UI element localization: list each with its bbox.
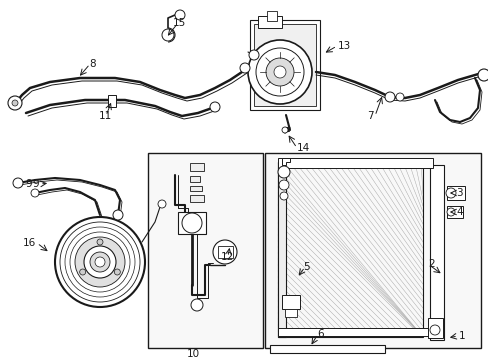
Bar bbox=[178, 212, 205, 234]
Circle shape bbox=[446, 208, 454, 216]
Circle shape bbox=[12, 100, 18, 106]
Circle shape bbox=[273, 66, 285, 78]
Circle shape bbox=[97, 239, 103, 245]
Bar bbox=[190, 195, 203, 202]
Circle shape bbox=[256, 48, 304, 96]
Circle shape bbox=[248, 50, 259, 60]
Circle shape bbox=[175, 10, 184, 20]
Text: 8: 8 bbox=[89, 59, 96, 69]
Bar bbox=[218, 246, 232, 258]
Bar bbox=[285, 309, 296, 317]
Text: 9: 9 bbox=[25, 179, 32, 189]
Circle shape bbox=[191, 299, 203, 311]
Bar bbox=[429, 165, 443, 340]
Text: 4: 4 bbox=[455, 207, 462, 217]
Circle shape bbox=[65, 227, 135, 297]
Circle shape bbox=[213, 240, 237, 264]
Circle shape bbox=[84, 246, 116, 278]
Text: 6: 6 bbox=[316, 329, 323, 339]
Circle shape bbox=[395, 93, 403, 101]
Text: 9: 9 bbox=[32, 179, 39, 189]
Circle shape bbox=[13, 178, 23, 188]
Circle shape bbox=[90, 252, 110, 272]
Bar bbox=[278, 162, 285, 337]
Circle shape bbox=[55, 217, 145, 307]
Text: 12: 12 bbox=[221, 252, 234, 262]
Circle shape bbox=[114, 269, 120, 275]
Text: 16: 16 bbox=[23, 238, 36, 248]
Bar bbox=[266, 11, 276, 21]
Circle shape bbox=[247, 40, 311, 104]
Text: 2: 2 bbox=[427, 259, 434, 269]
Text: 13: 13 bbox=[337, 41, 350, 51]
Bar bbox=[190, 176, 200, 182]
Circle shape bbox=[162, 29, 174, 41]
Text: 5: 5 bbox=[303, 262, 309, 272]
Text: 1: 1 bbox=[458, 331, 465, 341]
Text: 7: 7 bbox=[366, 111, 373, 121]
Bar bbox=[258, 16, 282, 28]
Circle shape bbox=[282, 127, 287, 133]
Bar bbox=[446, 186, 464, 200]
Circle shape bbox=[280, 192, 287, 200]
Bar bbox=[249, 20, 319, 110]
Circle shape bbox=[80, 269, 85, 275]
Circle shape bbox=[95, 257, 105, 267]
Circle shape bbox=[158, 200, 165, 208]
Text: 10: 10 bbox=[186, 349, 199, 359]
Bar bbox=[190, 163, 203, 171]
Text: 15: 15 bbox=[173, 18, 186, 28]
Bar bbox=[253, 24, 315, 106]
Bar bbox=[190, 186, 202, 191]
Bar bbox=[282, 295, 299, 309]
Circle shape bbox=[8, 96, 22, 110]
Bar bbox=[278, 158, 432, 168]
Text: 11: 11 bbox=[99, 111, 112, 121]
Bar bbox=[108, 95, 116, 107]
Circle shape bbox=[113, 210, 123, 220]
Circle shape bbox=[279, 180, 288, 190]
Bar bbox=[264, 153, 480, 348]
Bar bbox=[278, 328, 432, 336]
Circle shape bbox=[477, 69, 488, 81]
Circle shape bbox=[429, 325, 439, 335]
Circle shape bbox=[278, 166, 289, 178]
Circle shape bbox=[445, 188, 455, 198]
Text: 14: 14 bbox=[296, 143, 309, 153]
Bar bbox=[269, 345, 384, 353]
Circle shape bbox=[182, 213, 202, 233]
Circle shape bbox=[60, 222, 140, 302]
Circle shape bbox=[384, 92, 394, 102]
Polygon shape bbox=[282, 158, 289, 165]
Circle shape bbox=[70, 232, 130, 292]
Bar bbox=[278, 162, 422, 337]
Bar bbox=[148, 153, 263, 348]
Circle shape bbox=[240, 63, 249, 73]
Text: 3: 3 bbox=[455, 188, 462, 198]
Circle shape bbox=[209, 102, 220, 112]
Circle shape bbox=[265, 58, 293, 86]
Bar bbox=[446, 206, 462, 218]
Circle shape bbox=[31, 189, 39, 197]
Circle shape bbox=[75, 237, 125, 287]
Bar bbox=[427, 318, 442, 338]
